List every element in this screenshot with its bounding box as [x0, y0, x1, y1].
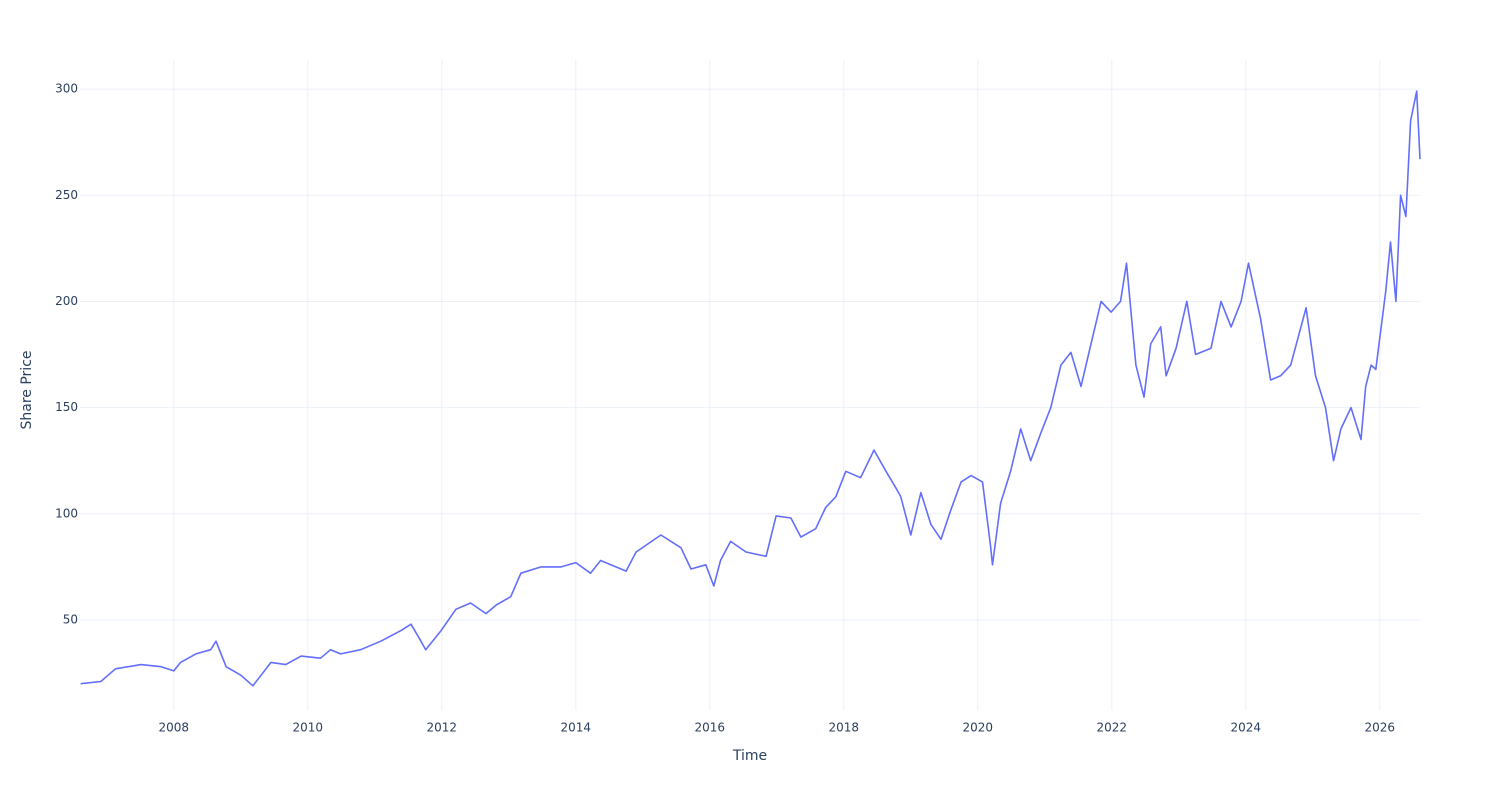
x-tick-label: 2014 [561, 721, 592, 735]
y-tick-label: 50 [63, 612, 78, 626]
x-tick-label: 2024 [1231, 721, 1262, 735]
x-tick-label: 2018 [829, 721, 860, 735]
y-tick-label: 250 [55, 188, 78, 202]
x-tick-label: 2020 [963, 721, 994, 735]
x-tick-label: 2012 [427, 721, 458, 735]
x-tick-label: 2022 [1097, 721, 1128, 735]
y-tick-label: 300 [55, 82, 78, 96]
y-tick-label: 100 [55, 506, 78, 520]
x-tick-label: 2010 [293, 721, 324, 735]
y-axis-title: Share Price [19, 350, 35, 429]
x-axis-title: Time [732, 748, 767, 764]
x-tick-label: 2026 [1365, 721, 1396, 735]
x-tick-label: 2008 [159, 721, 190, 735]
x-tick-label: 2016 [695, 721, 726, 735]
data-line [80, 90, 1421, 687]
y-tick-label: 200 [55, 294, 78, 308]
y-tick-label: 150 [55, 400, 78, 414]
